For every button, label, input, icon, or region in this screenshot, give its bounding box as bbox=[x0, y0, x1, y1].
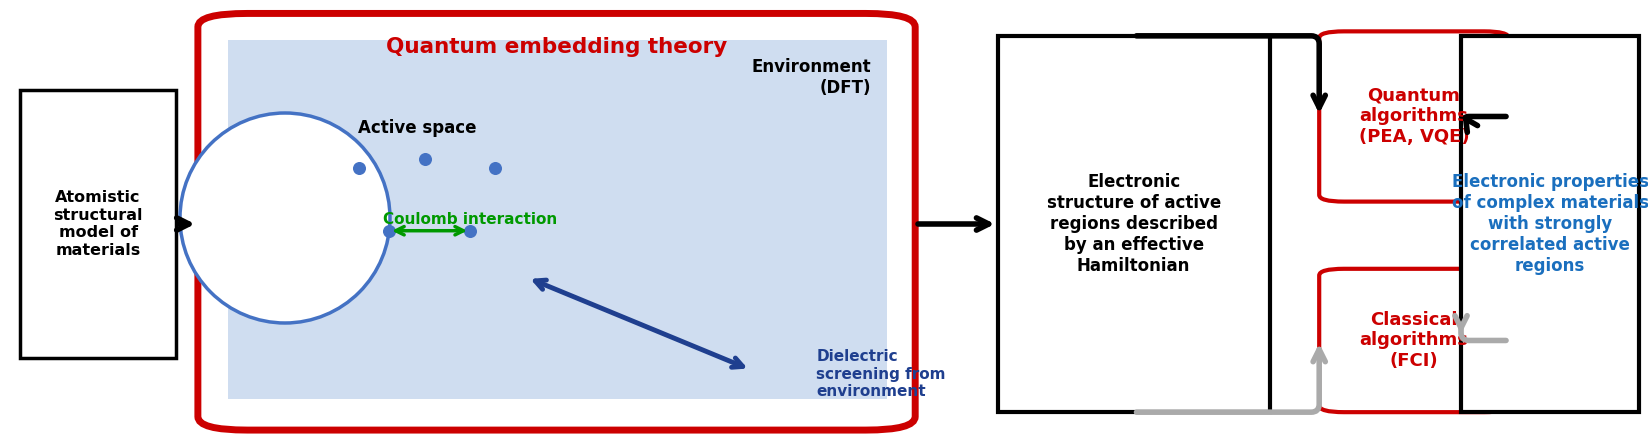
Text: Quantum embedding theory: Quantum embedding theory bbox=[386, 37, 727, 57]
Ellipse shape bbox=[180, 113, 391, 323]
Text: Dielectric
screening from
environment: Dielectric screening from environment bbox=[816, 349, 946, 399]
Text: Atomistic
structural
model of
materials: Atomistic structural model of materials bbox=[53, 190, 143, 258]
Text: Quantum
algorithms
(PEA, VQE): Quantum algorithms (PEA, VQE) bbox=[1358, 86, 1468, 146]
Point bbox=[346, 164, 372, 172]
Bar bbox=[1460, 36, 1638, 412]
FancyBboxPatch shape bbox=[1318, 269, 1508, 412]
Point bbox=[376, 227, 402, 234]
Text: Environment
(DFT): Environment (DFT) bbox=[750, 58, 870, 97]
Bar bbox=[20, 90, 176, 358]
Point bbox=[412, 155, 438, 163]
Text: Active space: Active space bbox=[358, 119, 476, 137]
Bar bbox=[997, 36, 1269, 412]
Point bbox=[481, 164, 508, 172]
FancyBboxPatch shape bbox=[198, 13, 915, 430]
Text: Coulomb interaction: Coulomb interaction bbox=[382, 212, 557, 227]
Text: Classical
algorithms
(FCI): Classical algorithms (FCI) bbox=[1358, 310, 1468, 370]
Bar bbox=[227, 40, 887, 399]
Text: Electronic
structure of active
regions described
by an effective
Hamiltonian: Electronic structure of active regions d… bbox=[1046, 173, 1220, 275]
Text: Electronic properties
of complex materials
with strongly
correlated active
regio: Electronic properties of complex materia… bbox=[1450, 173, 1648, 275]
Point bbox=[456, 227, 483, 234]
FancyBboxPatch shape bbox=[1318, 31, 1508, 202]
